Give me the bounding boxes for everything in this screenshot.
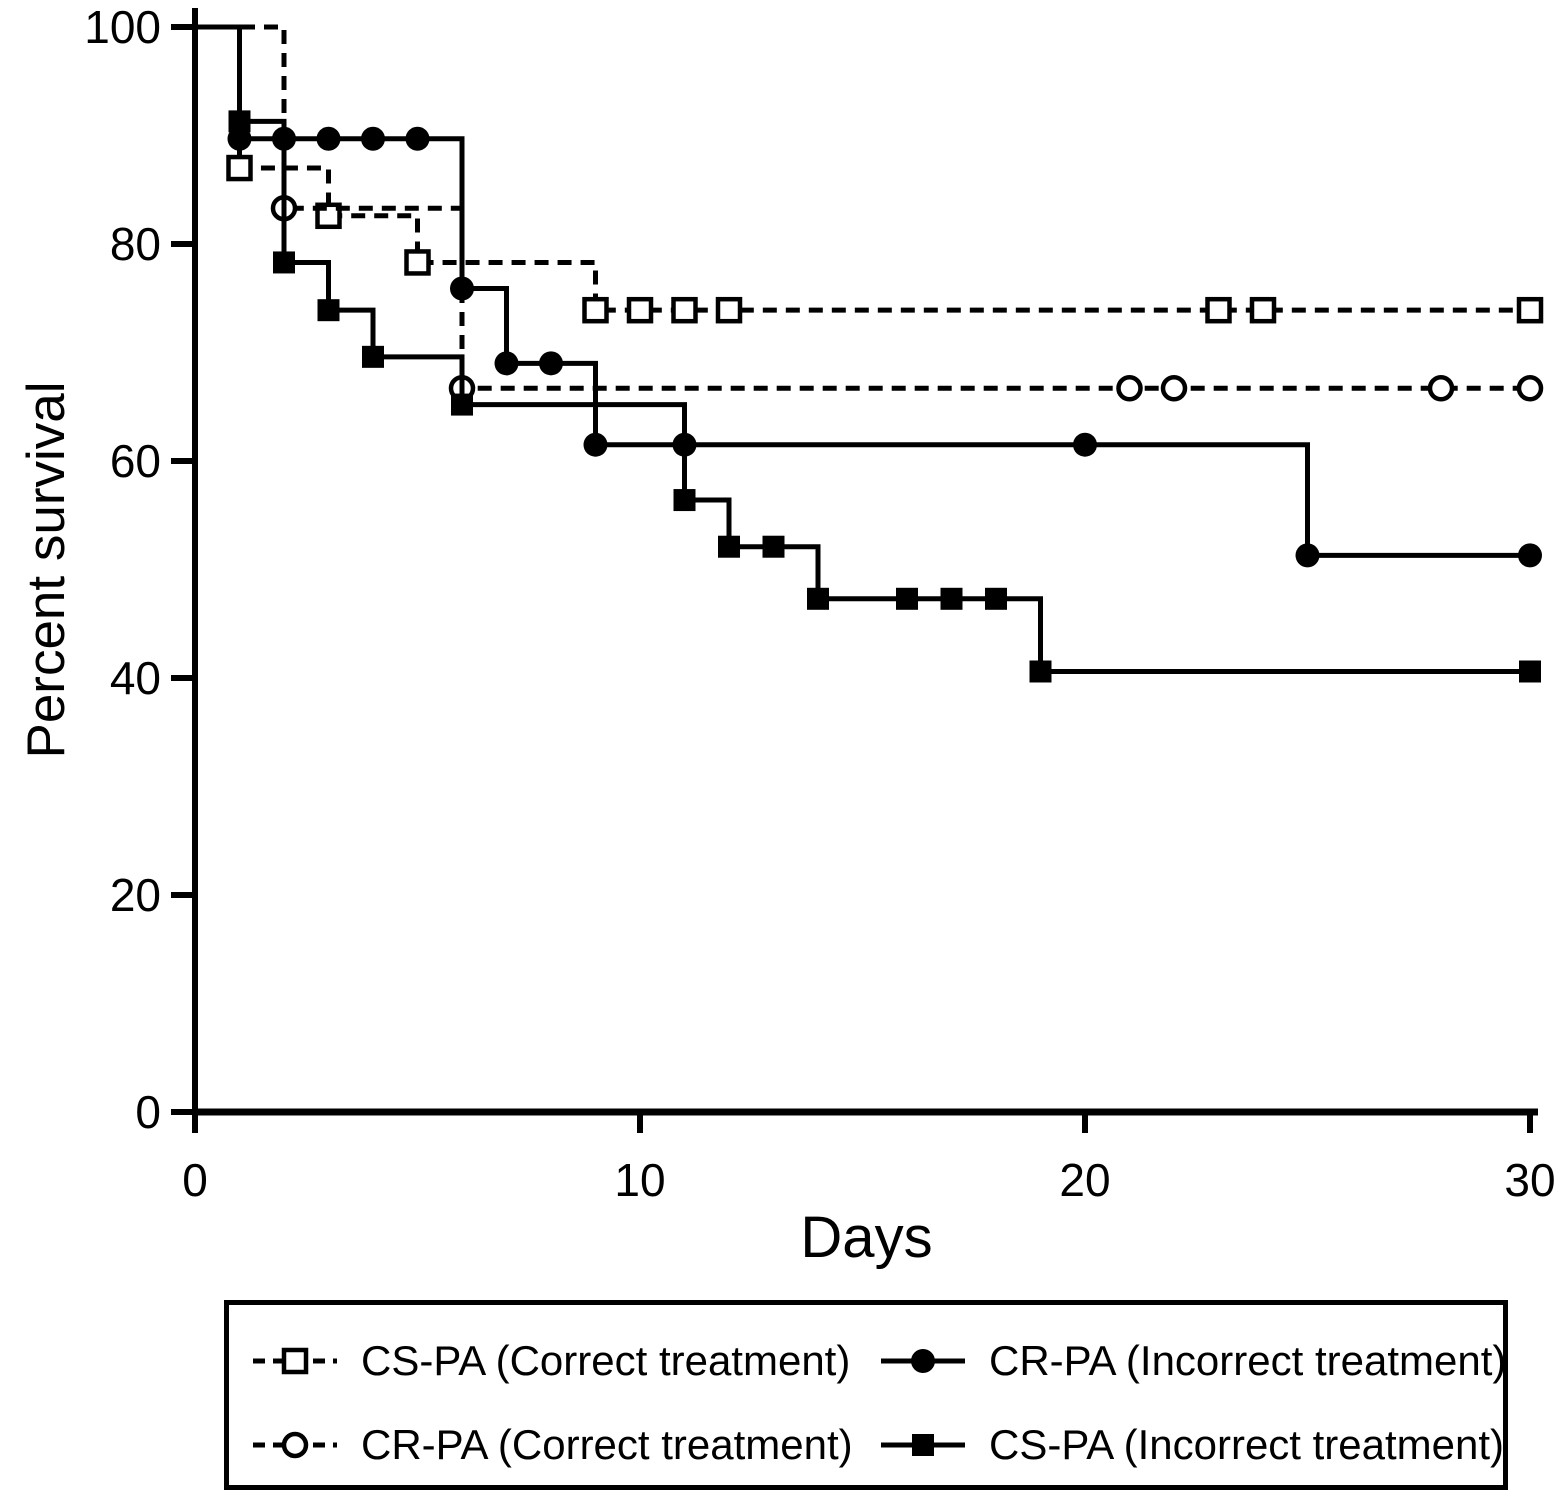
open-square-marker-icon — [1249, 296, 1277, 324]
legend-label-crpa-incorrect: CR-PA (Incorrect treatment) — [989, 1337, 1507, 1384]
filled-circle-marker-icon — [494, 351, 519, 376]
open-square-marker-icon — [671, 296, 698, 324]
open-square-marker-icon — [404, 249, 431, 276]
open-square-marker-icon — [1205, 296, 1232, 324]
y-axis-title: Percent survival — [17, 381, 76, 759]
series-line-filled-square — [195, 24, 1530, 674]
filled-circle-marker-icon — [1295, 543, 1320, 568]
open-circle-dashed-legend-icon — [253, 1431, 337, 1459]
filled-circle-solid-legend-icon — [881, 1349, 965, 1373]
filled-circle-marker-icon — [583, 432, 608, 457]
filled-square-marker-icon — [1519, 660, 1541, 683]
y-tick-label: 60 — [110, 435, 161, 487]
legend-label-cspa-correct: CS-PA (Correct treatment) — [361, 1337, 851, 1384]
open-square-marker-icon — [226, 154, 253, 182]
filled-square-marker-icon — [762, 535, 785, 558]
legend-item-crpa-correct: CR-PA (Correct treatment) — [251, 1403, 879, 1487]
open-circle-marker-icon — [1160, 375, 1188, 402]
y-tick-label: 0 — [135, 1086, 161, 1138]
filled-square-marker-icon — [273, 251, 295, 274]
filled-square-marker-icon — [451, 393, 473, 416]
filled-square-marker-icon — [912, 1434, 934, 1456]
y-tick-label: 20 — [110, 869, 161, 921]
open-square-marker-icon — [626, 296, 654, 324]
y-tick-label: 80 — [110, 218, 161, 270]
filled-circle-marker-icon — [1073, 432, 1097, 457]
x-tick-label: 0 — [182, 1154, 208, 1206]
open-circle-marker-icon — [1116, 375, 1143, 402]
filled-square-marker-icon — [317, 299, 340, 322]
x-tick-label: 20 — [1059, 1154, 1110, 1206]
filled-circle-marker-icon — [361, 126, 385, 151]
legend-label-cspa-incorrect: CS-PA (Incorrect treatment) — [989, 1421, 1505, 1468]
filled-square-marker-icon — [985, 587, 1007, 610]
x-axis-title: Days — [800, 1205, 933, 1270]
open-circle-marker-icon — [1516, 375, 1544, 402]
legend-box: CS-PA (Correct treatment) CR-PA (Incorre… — [224, 1300, 1508, 1490]
filled-circle-marker-icon — [405, 126, 430, 151]
filled-square-marker-icon — [718, 535, 740, 558]
filled-circle-marker-icon — [316, 126, 341, 151]
filled-square-marker-icon — [673, 489, 696, 512]
open-square-dashed-legend-icon — [253, 1347, 337, 1375]
y-tick-label: 100 — [84, 1, 161, 53]
open-square-marker-icon — [582, 296, 609, 324]
legend-item-crpa-incorrect: CR-PA (Incorrect treatment) — [879, 1319, 1506, 1403]
filled-square-marker-icon — [1029, 660, 1052, 683]
y-tick-label: 40 — [110, 652, 161, 704]
x-tick-label: 10 — [614, 1154, 665, 1206]
filled-square-marker-icon — [807, 587, 829, 610]
filled-square-solid-legend-icon — [881, 1434, 965, 1456]
series-line-open-square — [195, 24, 1530, 313]
legend-item-cspa-incorrect: CS-PA (Incorrect treatment) — [879, 1403, 1506, 1487]
filled-circle-marker-icon — [911, 1349, 935, 1373]
open-circle-marker-icon — [281, 1431, 309, 1459]
open-square-marker-icon — [715, 296, 743, 324]
filled-circle-marker-icon — [539, 351, 563, 376]
filled-circle-marker-icon — [450, 276, 474, 301]
filled-circle-marker-icon — [1518, 543, 1542, 568]
filled-square-marker-icon — [940, 587, 963, 610]
filled-square-marker-icon — [362, 345, 384, 368]
series-line-open-circle — [195, 24, 1530, 391]
x-tick-label: 30 — [1504, 1154, 1555, 1206]
open-square-marker-icon — [281, 1347, 309, 1375]
filled-square-marker-icon — [228, 110, 251, 133]
legend-item-cspa-correct: CS-PA (Correct treatment) — [251, 1319, 879, 1403]
series-line-filled-circle — [195, 24, 1530, 558]
legend-label-crpa-correct: CR-PA (Correct treatment) — [361, 1421, 853, 1468]
filled-circle-marker-icon — [227, 126, 252, 151]
filled-square-marker-icon — [896, 587, 918, 610]
open-circle-marker-icon — [1427, 375, 1455, 402]
open-square-marker-icon — [1516, 296, 1544, 324]
